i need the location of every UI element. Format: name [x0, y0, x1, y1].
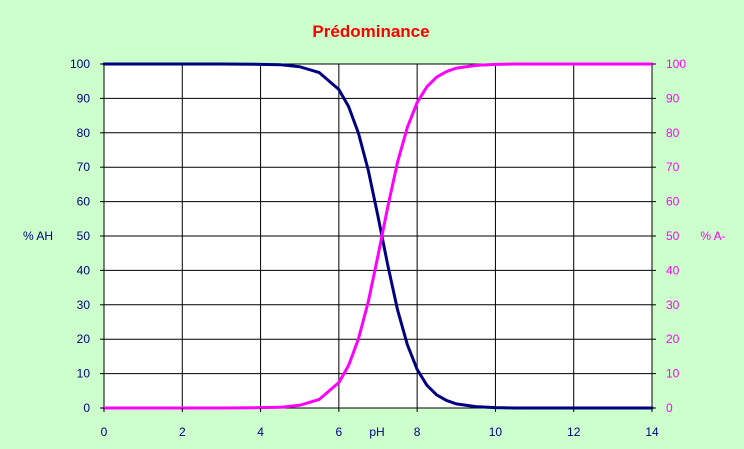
series-line-a-minus: [102, 62, 654, 410]
y-tick-label-left: 100: [70, 57, 90, 71]
x-tick-label: 0: [101, 425, 108, 439]
x-axis-label: pH: [369, 425, 384, 439]
x-tick-label: 4: [257, 425, 264, 439]
series-line-ah: [102, 62, 654, 410]
y-tick-label-right: 30: [666, 298, 680, 312]
y-tick-label-left: 70: [77, 160, 91, 174]
y-tick-label-left: 0: [83, 401, 90, 415]
y-tick-label-right: 50: [666, 229, 680, 243]
x-tick-label: 6: [336, 425, 343, 439]
x-tick-label: 12: [567, 425, 581, 439]
y-tick-label-right: 80: [666, 126, 680, 140]
x-tick-label: 8: [414, 425, 421, 439]
x-tick-label: 2: [179, 425, 186, 439]
x-tick-label: 10: [489, 425, 503, 439]
y-tick-label-left: 80: [77, 126, 91, 140]
y-tick-label-right: 20: [666, 332, 680, 346]
y-tick-label-right: 40: [666, 263, 680, 277]
series-layer: [102, 62, 654, 410]
y-tick-label-left: 30: [77, 298, 91, 312]
y-tick-label-right: 0: [666, 401, 673, 415]
y-tick-label-left: 20: [77, 332, 91, 346]
y-tick-label-right: 90: [666, 91, 680, 105]
y-tick-label-right: 70: [666, 160, 680, 174]
y-tick-label-left: 50: [77, 229, 91, 243]
y-tick-label-right: 100: [666, 57, 686, 71]
chart-title: Prédominance: [312, 22, 429, 41]
y-tick-label-left: 60: [77, 195, 91, 209]
y-tick-label-left: 90: [77, 91, 91, 105]
y-axis-label-left: % AH: [23, 229, 53, 243]
y-tick-label-right: 60: [666, 195, 680, 209]
y-tick-label-left: 40: [77, 263, 91, 277]
y-tick-label-left: 10: [77, 367, 91, 381]
y-tick-label-right: 10: [666, 367, 680, 381]
y-axis-label-right: % A-: [700, 229, 725, 243]
x-tick-label: 14: [645, 425, 659, 439]
